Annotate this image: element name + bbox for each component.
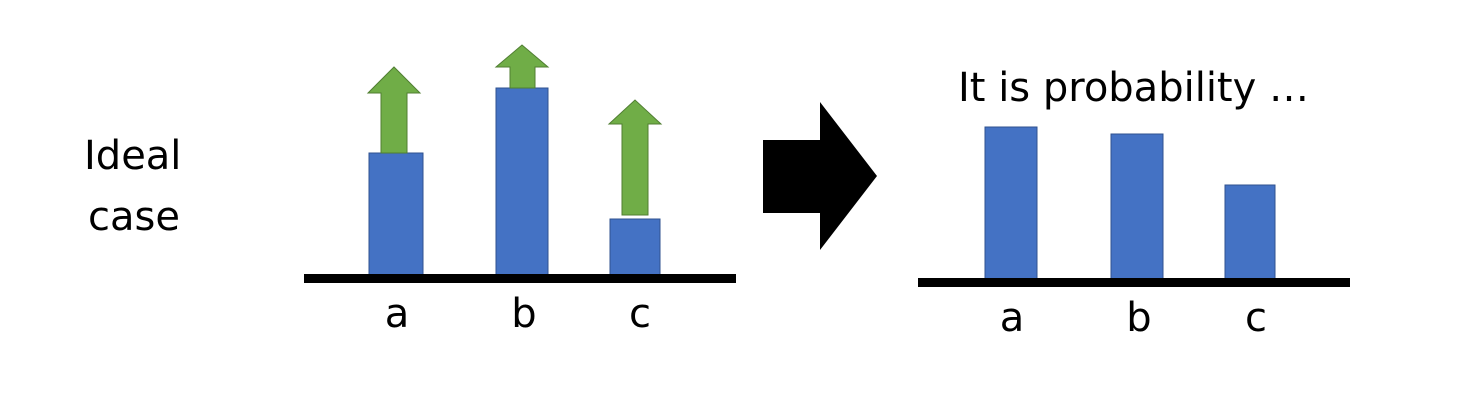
up-arrow-icon-a xyxy=(366,66,422,154)
x-axis xyxy=(918,278,1350,287)
up-arrow-icon-b xyxy=(494,44,550,89)
ideal-label-line1: Ideal xyxy=(84,133,181,179)
left-chart: a b c xyxy=(304,44,736,337)
label-c: c xyxy=(1245,295,1267,341)
right-chart: It is probability … a b c xyxy=(918,65,1350,341)
right-chart-title: It is probability … xyxy=(958,65,1309,111)
bar-b xyxy=(495,87,549,276)
bar-c xyxy=(609,218,661,276)
bar-c xyxy=(1224,184,1276,280)
label-a: a xyxy=(385,291,410,337)
ideal-label-line2: case xyxy=(88,194,180,240)
right-arrow-icon xyxy=(763,102,877,250)
label-b: b xyxy=(511,291,536,337)
label-c: c xyxy=(629,291,651,337)
x-axis xyxy=(304,274,736,283)
label-b: b xyxy=(1126,295,1151,341)
label-a: a xyxy=(1000,295,1025,341)
bar-a xyxy=(984,126,1038,280)
bar-a xyxy=(368,152,424,276)
bar-b xyxy=(1110,133,1164,280)
up-arrow-icon-c xyxy=(607,99,663,216)
